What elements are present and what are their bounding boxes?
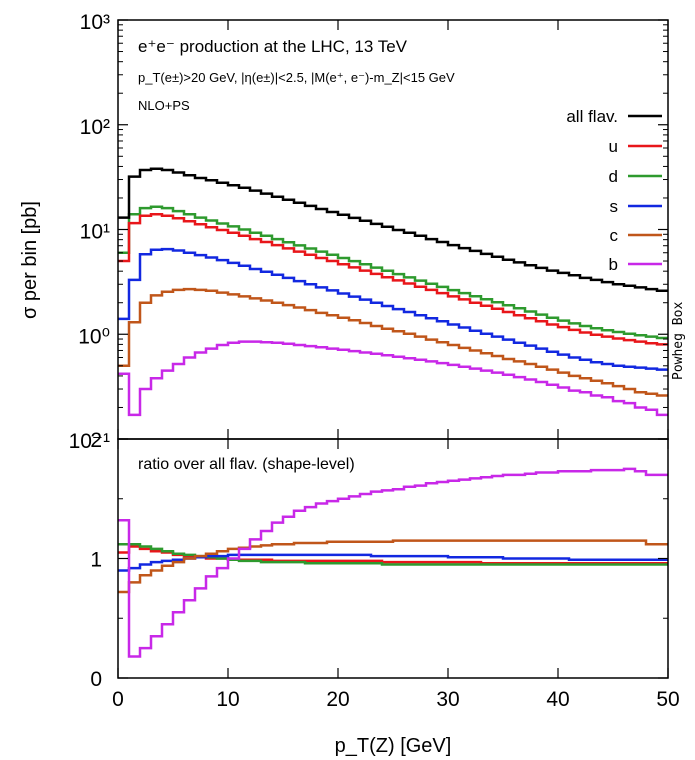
ratio-y-tick-label: 0: [90, 668, 102, 691]
ratio-annotation: ratio over all flav. (shape-level): [138, 456, 355, 473]
legend-label: b: [609, 255, 618, 274]
ratio-y-tick-label: 2: [90, 429, 102, 452]
x-tick-label: 50: [656, 688, 679, 711]
y-tick-label: 10¹: [80, 221, 110, 244]
y-tick-label: 10⁰: [78, 325, 110, 348]
legend-label: u: [609, 137, 618, 156]
ratio-series-line: [118, 467, 668, 658]
y-tick-label: 10³: [80, 11, 110, 34]
main-y-axis: 10⁻¹ 10⁰ 10¹ 10² 10³: [69, 11, 669, 453]
ratio-series-group: [118, 467, 668, 658]
x-tick-label: 30: [436, 688, 459, 711]
legend-label: s: [610, 197, 619, 216]
y-axis-label: σ per bin [pb]: [19, 201, 41, 319]
x-tick-label: 0: [112, 688, 124, 711]
series-line-d: [118, 205, 668, 340]
series-line-all-flav: [118, 167, 668, 293]
y-tick-label: 10⁻¹: [69, 430, 110, 453]
legend-label: d: [609, 167, 618, 186]
ratio-y-tick-label: 1: [90, 549, 102, 572]
main-note: NLO+PS: [138, 98, 190, 113]
watermark: Powheg Box: [671, 302, 686, 380]
x-tick-label: 40: [546, 688, 569, 711]
series-line-c: [118, 287, 668, 397]
legend-label: all flav.: [566, 107, 618, 126]
legend-label: c: [610, 226, 619, 245]
main-panel: 10⁻¹ 10⁰ 10¹ 10² 10³ e⁺e⁻ production at the …: [19, 11, 686, 453]
main-subtitle: p_T(e±)>20 GeV, |η(e±)|<2.5, |M(e⁺, e⁻)-…: [138, 70, 455, 85]
y-tick-label: 10²: [80, 116, 110, 139]
x-tick-label: 20: [326, 688, 349, 711]
ratio-series-line: [118, 539, 668, 594]
x-axis-label: p_T(Z) [GeV]: [335, 735, 452, 757]
x-tick-label: 10: [216, 688, 239, 711]
ratio-series-line: [118, 553, 668, 572]
main-series-group: [118, 167, 668, 417]
series-line-b: [118, 340, 668, 417]
series-line-s: [118, 247, 668, 371]
main-title: e⁺e⁻ production at the LHC, 13 TeV: [138, 37, 408, 56]
ratio-series-line: [118, 542, 668, 566]
series-line-u: [118, 212, 668, 346]
